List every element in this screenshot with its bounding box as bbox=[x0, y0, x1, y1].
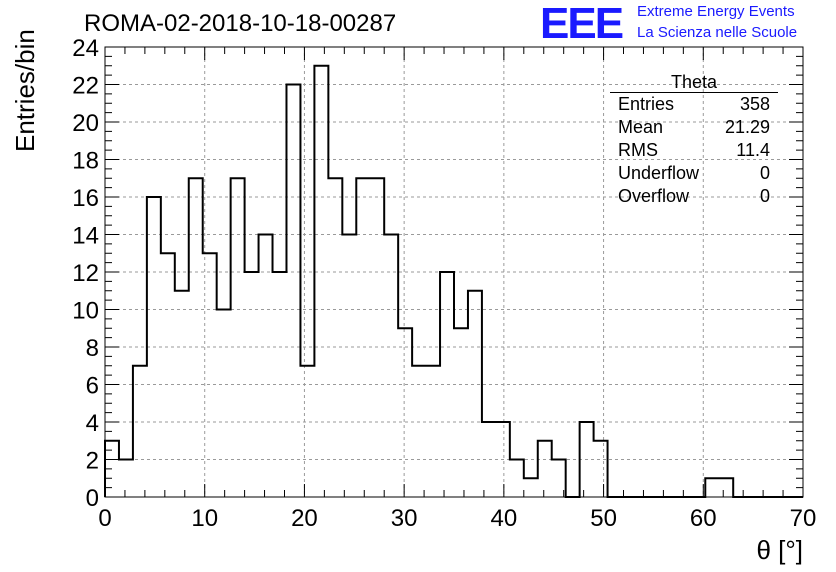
histogram-bin bbox=[133, 366, 147, 497]
y-tick-label: 4 bbox=[86, 410, 99, 437]
histogram-bin bbox=[454, 328, 468, 497]
histogram-bin bbox=[342, 235, 356, 498]
histogram-bin bbox=[189, 178, 203, 497]
plot-frame bbox=[104, 46, 804, 498]
logo-line-2: La Scienza nelle Scuole bbox=[637, 24, 798, 41]
y-tick-label: 0 bbox=[86, 485, 99, 512]
histogram-bin bbox=[510, 460, 524, 498]
stats-value: 0 bbox=[759, 163, 770, 183]
histogram-bin bbox=[217, 310, 231, 498]
stats-label: Entries bbox=[618, 94, 675, 114]
histogram-bin bbox=[356, 178, 370, 497]
histogram-bin bbox=[538, 441, 552, 497]
histogram-bin bbox=[328, 178, 342, 497]
stats-value: 358 bbox=[739, 94, 770, 114]
logo-line-1: Extreme Energy Events bbox=[637, 3, 795, 20]
stats-label: RMS bbox=[618, 140, 658, 160]
histogram-bin bbox=[426, 366, 440, 497]
stats-row-entries: Entries 358 bbox=[610, 93, 778, 116]
histogram-bin bbox=[468, 291, 482, 497]
histogram-bin bbox=[412, 366, 426, 497]
x-tick-label: 0 bbox=[98, 505, 111, 532]
y-tick-label: 10 bbox=[72, 298, 99, 325]
y-tick-label: 16 bbox=[72, 185, 99, 212]
histogram-bin bbox=[231, 178, 245, 497]
y-tick-label: 14 bbox=[72, 223, 99, 250]
x-tick-label: 50 bbox=[590, 505, 617, 532]
histogram-bin bbox=[705, 478, 719, 497]
stats-value: 21.29 bbox=[724, 117, 770, 137]
x-tick-label: 60 bbox=[690, 505, 717, 532]
y-tick-label: 12 bbox=[72, 260, 99, 287]
y-tick-label: 24 bbox=[72, 35, 99, 62]
y-tick-label: 22 bbox=[72, 73, 99, 100]
stats-row-mean: Mean 21.29 bbox=[610, 116, 778, 139]
stats-label: Overflow bbox=[618, 186, 690, 206]
histogram-bin bbox=[594, 441, 608, 497]
y-tick-label: 8 bbox=[86, 335, 99, 362]
histogram-bin bbox=[398, 328, 412, 497]
stats-label: Underflow bbox=[618, 163, 700, 183]
histogram-bin bbox=[259, 235, 273, 498]
x-axis-label: θ [°] bbox=[756, 535, 803, 565]
eee-logo: EEE bbox=[540, 0, 624, 48]
histogram-bin bbox=[161, 253, 175, 497]
y-tick-label: 2 bbox=[86, 448, 99, 475]
histogram-bin bbox=[175, 291, 189, 497]
stats-label: Mean bbox=[618, 117, 664, 137]
stats-row-overflow: Overflow 0 bbox=[610, 185, 778, 208]
x-tick-label: 30 bbox=[391, 505, 418, 532]
histogram-bin bbox=[384, 235, 398, 498]
x-tick-label: 10 bbox=[191, 505, 218, 532]
histogram-bin bbox=[119, 460, 133, 498]
histogram-bin bbox=[286, 85, 300, 498]
y-axis-label: Entries/bin bbox=[10, 29, 40, 152]
x-tick-label: 40 bbox=[491, 505, 518, 532]
stats-value: 0 bbox=[759, 186, 770, 206]
stats-title: Theta bbox=[610, 72, 778, 93]
histogram-bin bbox=[719, 478, 733, 497]
x-tick-label: 70 bbox=[790, 505, 817, 532]
histogram-bin bbox=[300, 366, 314, 497]
stats-row-underflow: Underflow 0 bbox=[610, 162, 778, 185]
chart-title: ROMA-02-2018-10-18-00287 bbox=[84, 10, 397, 37]
stats-box: Theta Entries 358 Mean 21.29 RMS 11.4 Under… bbox=[610, 72, 778, 208]
y-tick-label: 6 bbox=[86, 373, 99, 400]
stats-row-rms: RMS 11.4 bbox=[610, 139, 778, 162]
x-tick-label: 20 bbox=[291, 505, 318, 532]
histogram-bin bbox=[370, 178, 384, 497]
y-tick-label: 18 bbox=[72, 148, 99, 175]
y-tick-label: 20 bbox=[72, 110, 99, 137]
histogram-bin bbox=[314, 66, 328, 497]
stats-value: 11.4 bbox=[736, 140, 770, 160]
histogram-bin bbox=[524, 478, 538, 497]
